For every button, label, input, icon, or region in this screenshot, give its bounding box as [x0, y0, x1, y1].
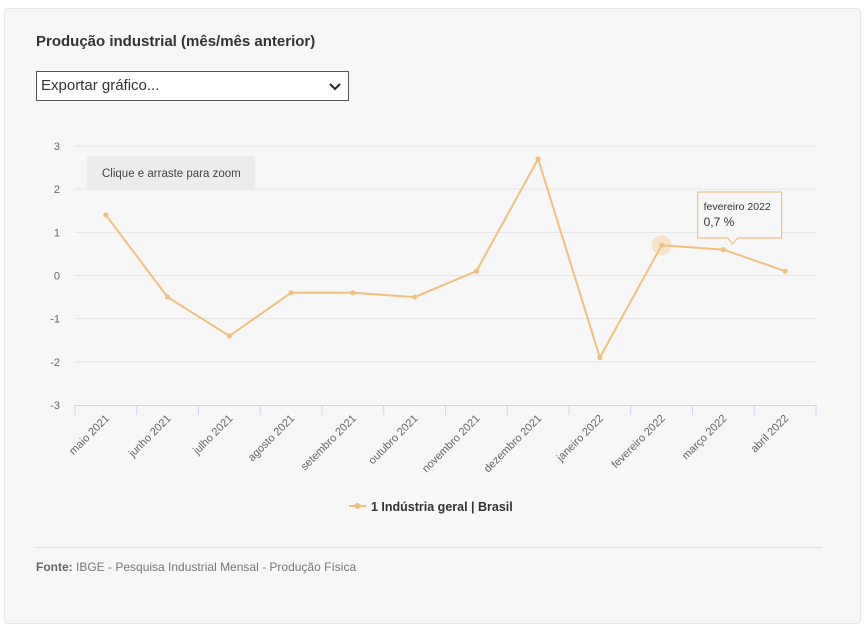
data-point[interactable] — [350, 290, 356, 296]
y-tick-label: -1 — [50, 314, 60, 326]
series-line — [105, 156, 786, 361]
data-point[interactable] — [103, 212, 109, 218]
x-tick-label: março 2022 — [680, 413, 730, 463]
y-tick-label: -2 — [50, 357, 60, 369]
tooltip-category: fevereiro 2022 — [704, 201, 771, 213]
y-tick-label: 2 — [54, 184, 60, 196]
export-chart-select[interactable]: Exportar gráfico... — [36, 71, 349, 101]
x-tick-label: outubro 2021 — [366, 413, 420, 467]
legend-symbol-marker — [354, 503, 361, 509]
data-point[interactable] — [473, 268, 479, 274]
chevron-down-icon — [329, 83, 341, 91]
x-tick-label: junho 2021 — [126, 413, 174, 461]
legend-label: 1 Indústria geral | Brasil — [371, 500, 513, 514]
chart-title: Produção industrial (mês/mês anterior) — [36, 33, 316, 50]
data-point[interactable] — [720, 247, 726, 253]
source-note: Fonte: IBGE - Pesquisa Industrial Mensal… — [36, 560, 356, 574]
x-tick-label: maio 2021 — [67, 413, 112, 458]
x-tick-label: janeiro 2022 — [554, 413, 606, 465]
x-tick-label: julho 2021 — [190, 413, 235, 458]
y-tick-label: 3 — [54, 141, 60, 153]
data-point[interactable] — [226, 333, 232, 339]
x-tick-label: novembro 2021 — [420, 413, 483, 476]
data-point[interactable] — [165, 294, 171, 300]
zoom-hint-box — [87, 156, 255, 190]
data-point[interactable] — [597, 354, 603, 361]
tooltip: fevereiro 2022 0,7 % — [697, 191, 783, 245]
x-tick-label: abril 2022 — [749, 413, 792, 456]
legend-item[interactable]: 1 Indústria geral | Brasil — [349, 500, 513, 514]
data-point[interactable] — [535, 156, 541, 162]
export-select-value: Exportar gráfico... — [41, 77, 160, 94]
data-point[interactable] — [288, 290, 294, 296]
y-tick-label: -3 — [50, 400, 60, 412]
source-label: Fonte: — [36, 560, 73, 574]
x-tick-label: agosto 2021 — [246, 413, 297, 464]
data-point[interactable] — [412, 294, 418, 300]
source-text: IBGE - Pesquisa Industrial Mensal - Prod… — [76, 560, 357, 574]
zoom-hint-text: Clique e arraste para zoom — [102, 168, 241, 180]
footer-divider — [36, 547, 822, 548]
x-tick-label: dezembro 2021 — [482, 413, 545, 476]
tooltip-value: 0,7 % — [704, 215, 735, 229]
y-tick-label: 0 — [54, 271, 60, 283]
tooltip-box — [697, 191, 783, 245]
y-tick-label: 1 — [54, 227, 60, 239]
chart-card — [4, 8, 861, 624]
x-tick-label: fevereiro 2022 — [610, 413, 668, 471]
x-tick-label: setembro 2021 — [299, 413, 359, 473]
data-point[interactable] — [782, 268, 788, 274]
data-point[interactable] — [659, 242, 665, 248]
